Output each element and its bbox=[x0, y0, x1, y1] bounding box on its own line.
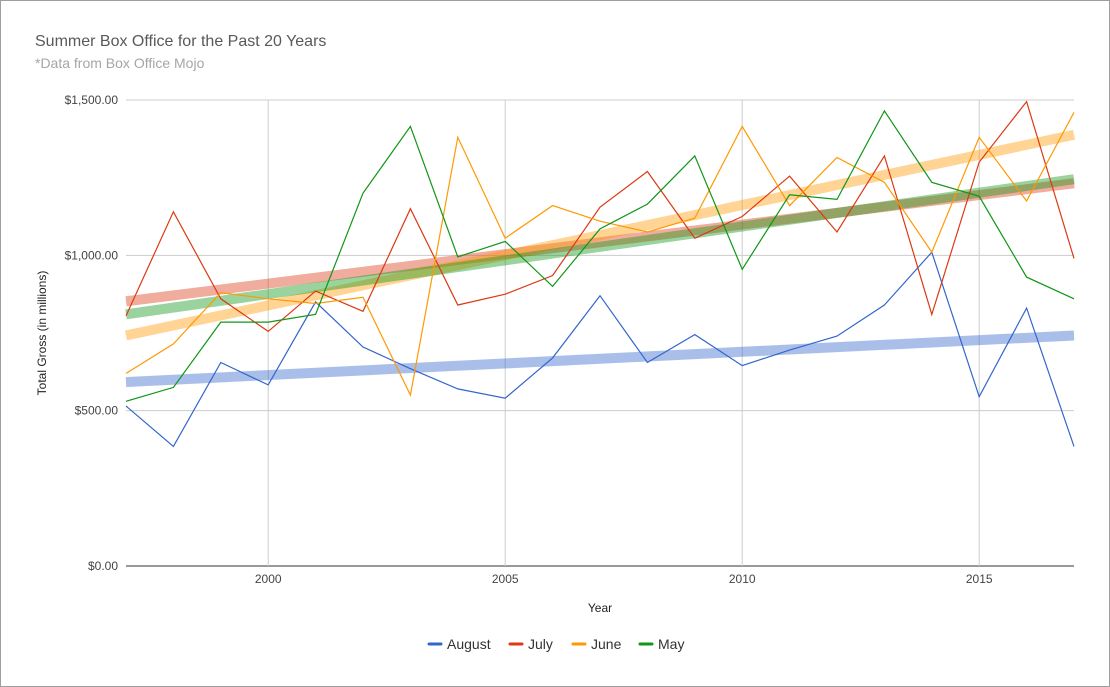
trendline-june bbox=[124, 129, 1076, 341]
grid-lines bbox=[126, 99, 1074, 567]
legend-label: August bbox=[447, 636, 491, 652]
y-tick-label: $0.00 bbox=[88, 559, 118, 573]
legend-label: July bbox=[528, 636, 553, 652]
y-tick-label: $1,000.00 bbox=[65, 248, 119, 262]
chart-title: Summer Box Office for the Past 20 Years bbox=[35, 33, 327, 50]
trendline-august bbox=[125, 330, 1075, 388]
trendlines bbox=[124, 129, 1076, 388]
series-line-august bbox=[125, 251, 1075, 448]
legend: August July June May bbox=[427, 636, 684, 652]
series-line-may bbox=[125, 109, 1075, 402]
x-tick-label: 2015 bbox=[966, 572, 993, 586]
x-axis-title: Year bbox=[588, 601, 612, 615]
legend-item-august[interactable]: August bbox=[427, 636, 491, 652]
series-lines bbox=[125, 100, 1075, 448]
x-tick-labels: 2000 2005 2010 2015 bbox=[255, 572, 993, 586]
y-tick-label: $1,500.00 bbox=[65, 93, 119, 107]
series-line-june bbox=[125, 112, 1075, 398]
legend-label: June bbox=[591, 636, 622, 652]
y-tick-label: $500.00 bbox=[75, 404, 119, 418]
chart-subtitle: *Data from Box Office Mojo bbox=[35, 55, 205, 71]
legend-item-may[interactable]: May bbox=[638, 636, 684, 652]
x-tick-label: 2010 bbox=[729, 572, 756, 586]
trendline-july bbox=[125, 178, 1075, 307]
x-tick-label: 2000 bbox=[255, 572, 282, 586]
trendline-may bbox=[125, 174, 1075, 320]
y-tick-labels: $0.00 $500.00 $1,000.00 $1,500.00 bbox=[65, 93, 119, 573]
y-axis-title: Total Gross (in millions) bbox=[35, 271, 49, 396]
series-line-july bbox=[125, 100, 1075, 333]
legend-label: May bbox=[658, 636, 684, 652]
x-tick-label: 2005 bbox=[492, 572, 519, 586]
legend-item-june[interactable]: June bbox=[571, 636, 622, 652]
legend-item-july[interactable]: July bbox=[508, 636, 553, 652]
